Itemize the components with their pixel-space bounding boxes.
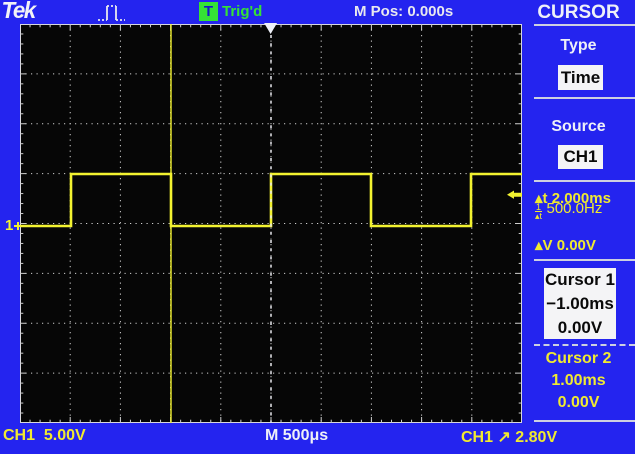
- svg-text:1: 1: [5, 217, 13, 234]
